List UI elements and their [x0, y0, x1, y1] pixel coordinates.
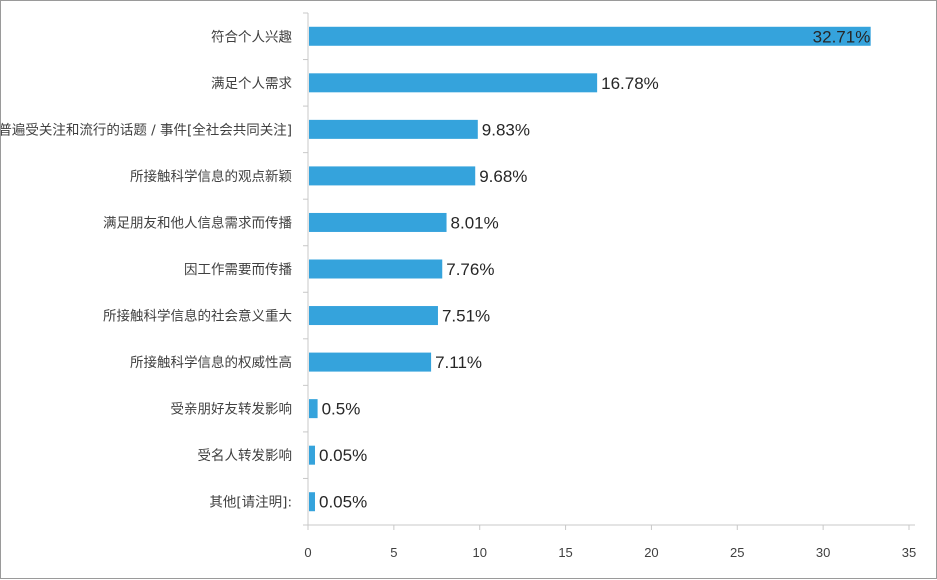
- value-label-7: 7.51%: [442, 307, 490, 326]
- value-label-2: 16.78%: [601, 74, 659, 93]
- category-label-7: 所接触科学信息的社会意义重大: [103, 308, 292, 325]
- bar-3: [309, 120, 478, 139]
- bar-7: [309, 306, 438, 325]
- value-label-6: 7.76%: [446, 260, 494, 279]
- value-label-11: 0.05%: [319, 493, 367, 512]
- bar-8: [309, 353, 431, 372]
- bar-6: [309, 260, 442, 279]
- x-tick-label-0: 0: [304, 545, 311, 560]
- category-label-8: 所接触科学信息的权威性高: [130, 354, 292, 371]
- x-tick-label-15: 15: [558, 545, 572, 560]
- x-tick-label-30: 30: [816, 545, 830, 560]
- value-label-10: 0.05%: [319, 446, 367, 465]
- category-label-9: 受亲朋好友转发影响: [171, 402, 293, 418]
- axes-group: 0 5 10 15 20 25 30 35: [303, 13, 916, 560]
- category-label-2: 满足个人需求: [211, 76, 292, 92]
- bar-1: [309, 27, 871, 46]
- bar-10: [309, 446, 315, 465]
- category-label-5: 满足朋友和他人信息需求而传播: [103, 214, 292, 231]
- x-tick-label-10: 10: [472, 545, 486, 560]
- x-tick-label-25: 25: [730, 545, 744, 560]
- value-label-1: 32.71%: [813, 27, 871, 46]
- value-label-8: 7.11%: [435, 353, 482, 372]
- bar-11: [309, 492, 315, 511]
- category-label-11: 其他[请注明]:: [209, 495, 292, 511]
- x-tick-label-35: 35: [902, 545, 916, 560]
- category-label-4: 所接触科学信息的观点新颖: [130, 168, 292, 185]
- bar-9: [309, 399, 318, 418]
- value-label-9: 0.5%: [322, 400, 361, 419]
- bars-group: [309, 27, 871, 511]
- category-label-10: 受名人转发影响: [198, 448, 293, 464]
- category-label-3: 普遍受关注和流行的话题 / 事件[全社会共同关注]: [1, 121, 292, 138]
- bar-5: [309, 213, 447, 232]
- category-label-1: 符合个人兴趣: [211, 29, 292, 45]
- value-label-5: 8.01%: [451, 213, 499, 232]
- bar-2: [309, 73, 597, 92]
- value-label-4: 9.68%: [479, 167, 527, 186]
- value-label-3: 9.83%: [482, 120, 530, 139]
- category-label-6: 因工作需要而传播: [184, 262, 292, 278]
- bar-4: [309, 166, 475, 185]
- x-tick-label-5: 5: [390, 545, 397, 560]
- x-tick-label-20: 20: [644, 545, 658, 560]
